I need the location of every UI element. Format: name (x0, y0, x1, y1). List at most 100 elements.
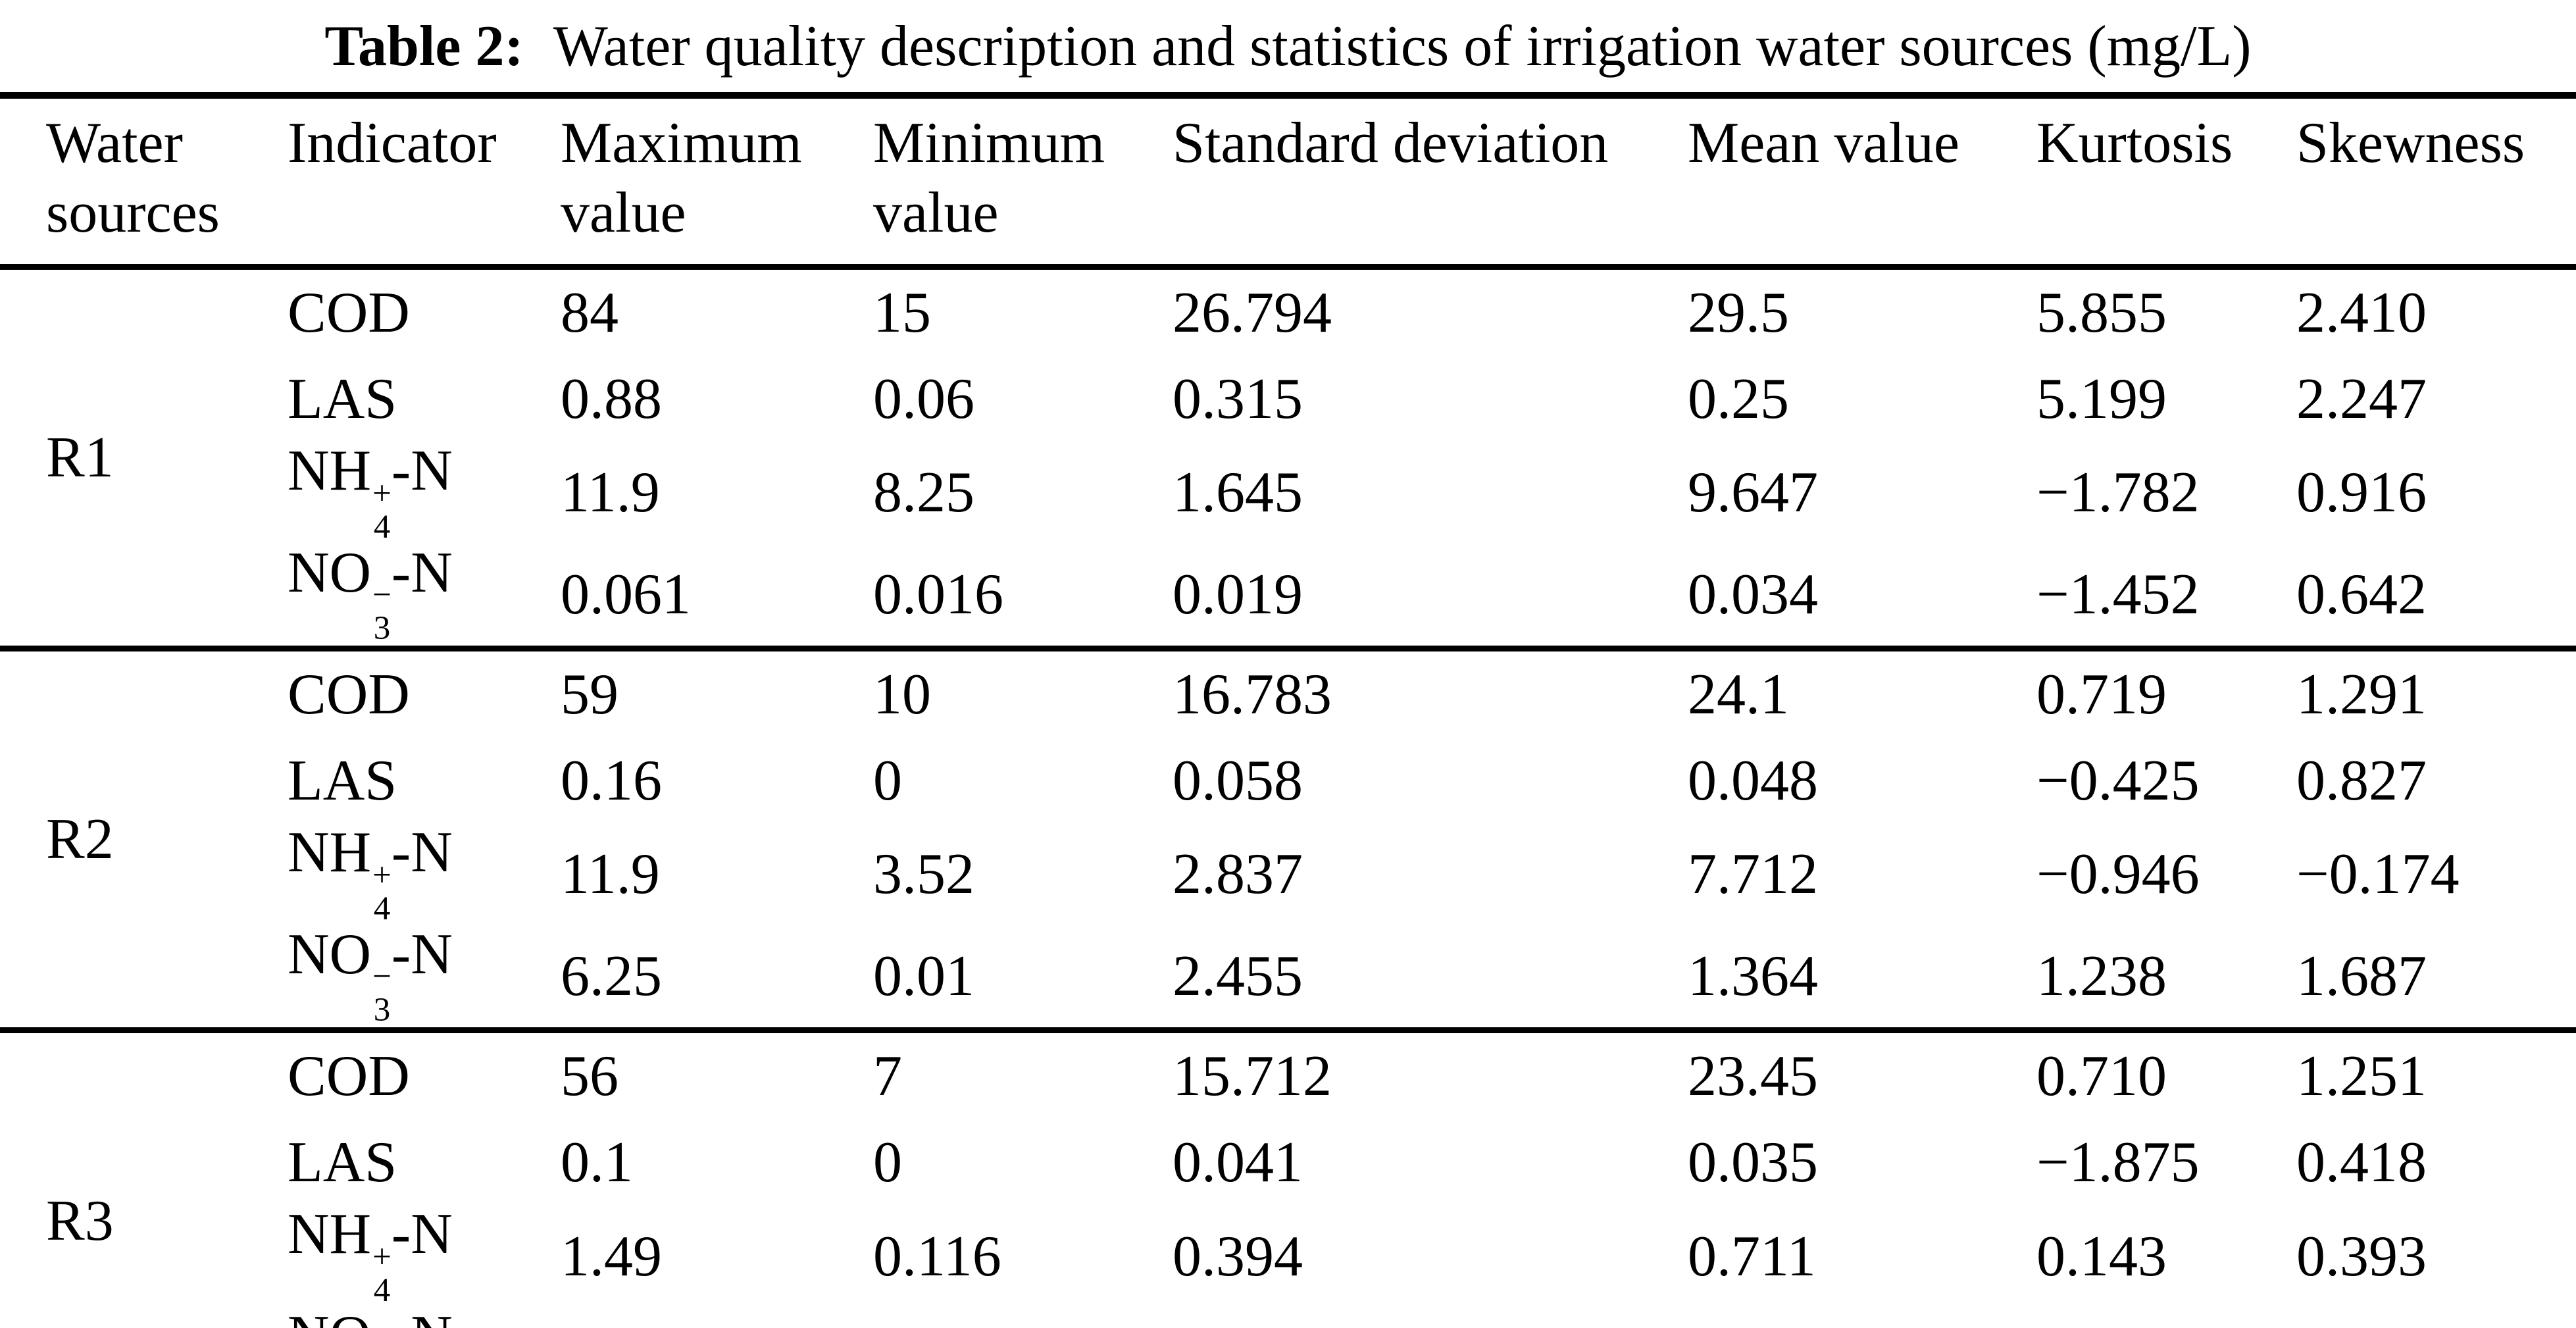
max-value-cell: 6.25 (561, 944, 662, 1008)
water-source-cell: R2 (46, 807, 114, 871)
indicator-cell: COD (288, 1031, 561, 1120)
std-dev-cell: 16.783 (1173, 662, 1332, 727)
table-header: Water sources Indicator Maximum value Mi… (0, 95, 2576, 267)
min-value-cell: 10 (873, 662, 931, 727)
std-dev-cell: 26.794 (1173, 280, 1332, 345)
min-value-cell: 0.01 (873, 944, 974, 1008)
header-line: Indicator (288, 111, 497, 175)
indicator-cell: NO−3-N (288, 922, 561, 1031)
indicator-base: LAS (288, 748, 397, 813)
indicator-tail: -N (391, 1304, 453, 1328)
kurtosis-cell: 0.719 (2036, 662, 2167, 727)
header-line: Kurtosis (2036, 111, 2233, 175)
table-row: NO −3 -N 6.25 0.01 2.455 1.364 1.238 1.687 (0, 922, 2576, 1031)
indicator-subsup: +4 (372, 474, 391, 544)
table-row: LAS 0.1 0 0.041 0.035 −1.875 0.418 (0, 1119, 2576, 1206)
kurtosis-cell: 0.710 (2036, 1044, 2167, 1108)
max-value-cell: 2.56 (561, 1308, 873, 1328)
indicator-subsup: −3 (372, 960, 391, 1027)
indicator-tail: -N (391, 922, 453, 986)
col-header-standard-deviation: Standard deviation (1173, 95, 1688, 267)
col-header-maximum-value: Maximum value (561, 95, 873, 267)
indicator-cell: NH +4 -N (288, 824, 561, 926)
water-source-cell: R3 (46, 1188, 114, 1253)
col-header-mean-value: Mean value (1688, 95, 2036, 267)
table-row: R2 COD 59 10 16.783 24.1 0.719 1.291 (0, 649, 2576, 868)
water-quality-table: Water sources Indicator Maximum value Mi… (0, 92, 2576, 1328)
min-value-cell: 0.06 (873, 367, 974, 431)
table-row: R1 COD 84 15 26.794 29.5 5.855 2.410 (0, 267, 2576, 486)
header-line: Skewness (2296, 111, 2525, 175)
mean-value-cell: 0.048 (1688, 748, 1818, 813)
max-value-cell: 11.9 (561, 842, 660, 907)
indicator-cell: NO−3-N (288, 544, 561, 649)
indicator-cell: LAS (288, 738, 561, 824)
kurtosis-cell: −0.425 (2036, 748, 2200, 813)
kurtosis-cell: −1.452 (2036, 562, 2200, 626)
indicator-subsup: +4 (372, 858, 391, 926)
header-line: Minimum (873, 111, 1105, 175)
indicator-superscript: + (372, 474, 391, 512)
indicator-base: NH (288, 1202, 372, 1267)
max-value-cell: 0.88 (561, 367, 662, 431)
mean-value-cell: 0.711 (1688, 1224, 1816, 1289)
indicator-cell: NO−3-N (288, 1307, 561, 1328)
skewness-cell: 0.642 (2296, 562, 2427, 626)
skewness-cell: 0.916 (2296, 461, 2427, 525)
mean-value-cell: 23.45 (1688, 1044, 1818, 1108)
indicator-tail: -N (391, 821, 453, 885)
indicator-base: NO (288, 540, 372, 605)
caption-text: Water quality description and statistics… (553, 14, 2252, 78)
kurtosis-cell: 5.855 (2036, 280, 2167, 345)
indicator-base: NO (288, 1304, 371, 1328)
std-dev-cell: 0.315 (1173, 367, 1303, 431)
header-line: Mean value (1688, 111, 1959, 175)
skewness-cell: 1.251 (2296, 1044, 2427, 1108)
header-row: Water sources Indicator Maximum value Mi… (0, 95, 2576, 267)
max-value-cell: 56 (561, 1044, 619, 1108)
caption-label: Table 2: (324, 14, 524, 78)
mean-value-cell: 1.048 (1688, 1308, 2036, 1328)
skewness-cell: 0.418 (2296, 1130, 2427, 1194)
section-R1: R1 COD 84 15 26.794 29.5 5.855 2.410 LAS… (0, 267, 2576, 649)
indicator-base: NH (288, 439, 372, 503)
max-value-cell: 11.9 (561, 461, 660, 525)
table-row: NO −3 -N 0.061 0.016 0.019 0.034 −1.452 0.… (0, 544, 2576, 649)
indicator-subscript: 3 (373, 610, 391, 648)
indicator-cell: LAS (288, 1119, 561, 1206)
table-row: R3 COD 56 7 15.712 23.45 0.710 1.251 (0, 1031, 2576, 1250)
col-header-kurtosis: Kurtosis (2036, 95, 2296, 267)
kurtosis-cell: 1.238 (2036, 944, 2167, 1008)
header-line: sources (46, 180, 220, 245)
max-value-cell: 0.061 (561, 562, 691, 626)
mean-value-cell: 0.035 (1688, 1130, 1818, 1194)
indicator-superscript: − (372, 576, 391, 614)
indicator-base: COD (288, 662, 410, 727)
min-value-cell: 3.52 (873, 842, 974, 907)
kurtosis-cell: 0.143 (2036, 1224, 2167, 1289)
min-value-cell: 15 (873, 280, 931, 345)
header-line: Water (46, 111, 183, 175)
min-value-cell: 7 (873, 1044, 902, 1108)
indicator-superscript: + (372, 1238, 391, 1275)
indicator-base: NO (288, 922, 372, 986)
header-line: value (561, 180, 686, 245)
min-value-cell: 8.25 (873, 461, 974, 525)
indicator-tail: -N (391, 439, 453, 503)
mean-value-cell: 0.25 (1688, 367, 1789, 431)
table-caption: Table 2: Water quality description and s… (0, 0, 2576, 92)
min-value-cell: 0.116 (873, 1224, 1001, 1289)
indicator-cell: COD (288, 649, 561, 738)
section-R2: R2 COD 59 10 16.783 24.1 0.719 1.291 LAS… (0, 648, 2576, 1031)
std-dev-cell: 0.578 (1173, 1308, 1688, 1328)
mean-value-cell: 7.712 (1688, 842, 1818, 907)
table-row: NO−3-N 2.56 0.624 0.578 1.048 4.680 2.07… (0, 1307, 2576, 1328)
table-row: NH +4 -N 11.9 3.52 2.837 7.712 −0.946 −0.1… (0, 824, 2576, 926)
min-value-cell: 0 (873, 748, 902, 813)
skewness-cell: −0.174 (2296, 842, 2460, 907)
mean-value-cell: 1.364 (1688, 944, 1818, 1008)
indicator-base: COD (288, 280, 410, 345)
max-value-cell: 0.1 (561, 1130, 633, 1194)
indicator-base: NH (288, 821, 372, 885)
